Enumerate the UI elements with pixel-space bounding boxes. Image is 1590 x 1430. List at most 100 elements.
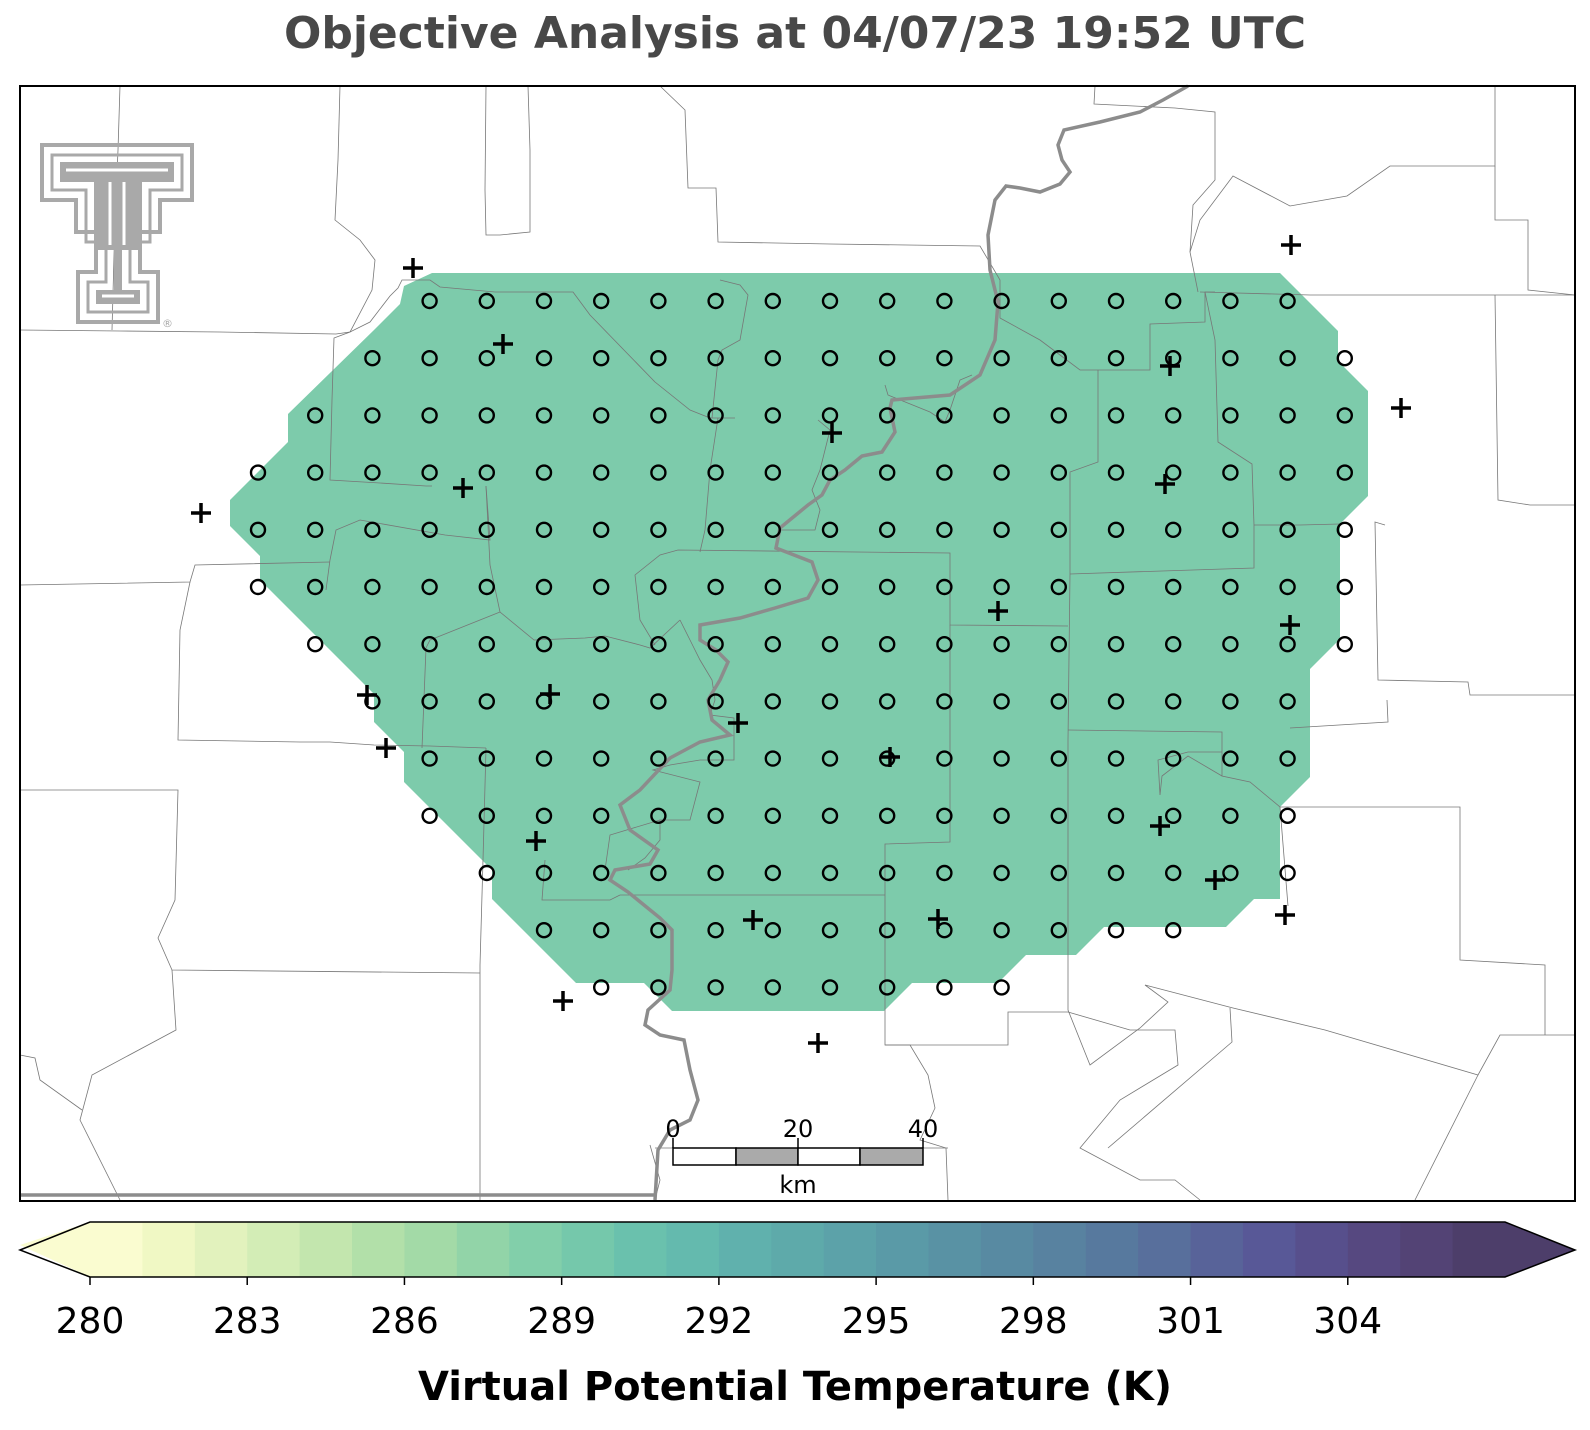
grid-point — [535, 922, 553, 939]
grid-point — [1107, 807, 1125, 824]
grid-point — [1164, 693, 1182, 710]
grid-point — [764, 407, 781, 424]
grid-point — [478, 750, 495, 767]
grid-point — [936, 292, 953, 310]
grid-point — [879, 979, 896, 996]
grid-point — [1279, 864, 1296, 882]
grid-point — [707, 521, 724, 538]
station-marker — [357, 685, 377, 705]
grid-point — [1050, 750, 1068, 767]
grid-point — [707, 922, 724, 939]
colorbar-segment — [1452, 1222, 1506, 1277]
colorbar-segment — [928, 1222, 982, 1277]
state-boundaries — [20, 84, 1189, 1201]
grid-point — [535, 864, 553, 882]
grid-point — [993, 292, 1010, 310]
station-marker — [743, 910, 763, 930]
grid-point — [1050, 292, 1068, 310]
colorbar-tick-label: 283 — [213, 1301, 282, 1342]
station-marker — [988, 601, 1008, 621]
grid-point — [1050, 807, 1068, 824]
grid-point — [1279, 636, 1296, 653]
station-marker — [1155, 474, 1175, 494]
grid-point — [650, 350, 667, 367]
colorbar-segment — [142, 1222, 196, 1277]
grid-point — [936, 407, 953, 424]
grid-point — [936, 464, 953, 481]
grid-point — [535, 807, 553, 824]
grid-point — [650, 521, 667, 538]
grid-point — [593, 521, 610, 538]
grid-point — [936, 521, 953, 538]
grid-point — [364, 350, 381, 367]
grid-point — [1050, 350, 1068, 367]
grid-point — [1279, 407, 1296, 424]
grid-point — [1279, 807, 1296, 824]
colorbar-tick-label: 295 — [842, 1301, 911, 1342]
grid-point — [650, 750, 667, 767]
grid-point — [936, 636, 953, 653]
grid-point — [821, 350, 839, 367]
grid-point — [307, 636, 324, 653]
grid-point — [1222, 407, 1239, 424]
grid-point — [364, 464, 381, 481]
colorbar-tick-label: 304 — [1313, 1301, 1382, 1342]
station-marker — [1281, 235, 1301, 255]
grid-point — [879, 693, 896, 710]
grid-point — [1107, 292, 1125, 310]
colorbar-segment — [90, 1222, 144, 1277]
grid-point — [478, 693, 495, 710]
grid-point — [478, 864, 495, 882]
analysis-domain-fill — [230, 273, 1368, 1011]
grid-point — [879, 636, 896, 653]
grid-point — [993, 750, 1010, 767]
grid-point — [1336, 521, 1354, 538]
grid-point — [879, 407, 896, 424]
map-frame — [19, 85, 1576, 1202]
grid-point — [764, 350, 781, 367]
scale-bar-seg-1 — [672, 1147, 737, 1166]
scale-bar: 0 20 40 km — [665, 1115, 938, 1199]
grid-point — [421, 521, 438, 538]
scale-bar-seg-3 — [797, 1147, 861, 1166]
colorbar-segment — [1085, 1222, 1139, 1277]
grid-point — [593, 922, 610, 939]
grid-point — [478, 292, 495, 310]
grid-point — [1279, 750, 1296, 767]
grid-point — [593, 750, 610, 767]
grid-point — [879, 922, 896, 939]
grid-point — [364, 636, 381, 653]
grid-point — [421, 578, 438, 596]
grid-point — [1222, 636, 1239, 653]
scale-bar-label-40: 40 — [908, 1115, 939, 1143]
grid-point — [936, 922, 953, 939]
logo-inner-outline — [50, 153, 184, 314]
grid-point — [1222, 521, 1239, 538]
grid-point — [650, 693, 667, 710]
grid-point — [879, 864, 896, 882]
grid-point — [1222, 464, 1239, 481]
grid-point — [764, 693, 781, 710]
grid-point — [1222, 578, 1239, 596]
grid-point — [593, 864, 610, 882]
grid-point — [1279, 292, 1296, 310]
grid-point — [993, 979, 1010, 996]
colorbar-segment — [509, 1222, 563, 1277]
logo-fill — [60, 162, 174, 304]
grid-point — [1222, 350, 1239, 367]
grid-point — [821, 693, 839, 710]
station-marker — [553, 991, 573, 1011]
grid-point — [879, 807, 896, 824]
station-marker — [403, 258, 423, 278]
grid-point — [936, 693, 953, 710]
grid-point — [1107, 864, 1125, 882]
grid-point — [936, 807, 953, 824]
grid-point — [764, 750, 781, 767]
grid-point — [879, 578, 896, 596]
colorbar-segment — [1033, 1222, 1087, 1277]
grid-point — [1222, 693, 1239, 710]
grid-point — [478, 464, 495, 481]
grid-point — [821, 864, 839, 882]
grid-point — [879, 292, 896, 310]
